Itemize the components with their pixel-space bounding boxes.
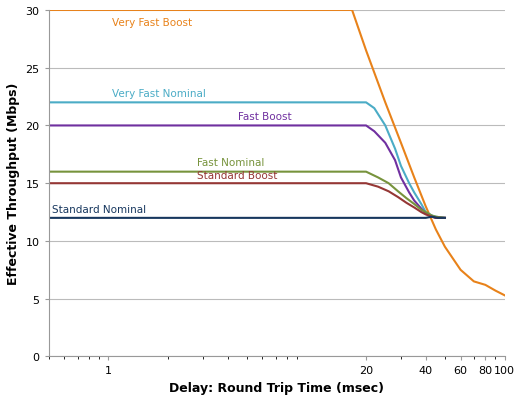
- Text: Standard Nominal: Standard Nominal: [52, 205, 146, 215]
- Text: Very Fast Nominal: Very Fast Nominal: [113, 89, 206, 99]
- Text: Standard Boost: Standard Boost: [197, 170, 277, 180]
- Text: Fast Boost: Fast Boost: [238, 111, 291, 122]
- Text: Very Fast Boost: Very Fast Boost: [113, 18, 193, 28]
- X-axis label: Delay: Round Trip Time (msec): Delay: Round Trip Time (msec): [169, 381, 384, 394]
- Text: Fast Nominal: Fast Nominal: [197, 158, 264, 168]
- Y-axis label: Effective Throughput (Mbps): Effective Throughput (Mbps): [7, 83, 20, 285]
